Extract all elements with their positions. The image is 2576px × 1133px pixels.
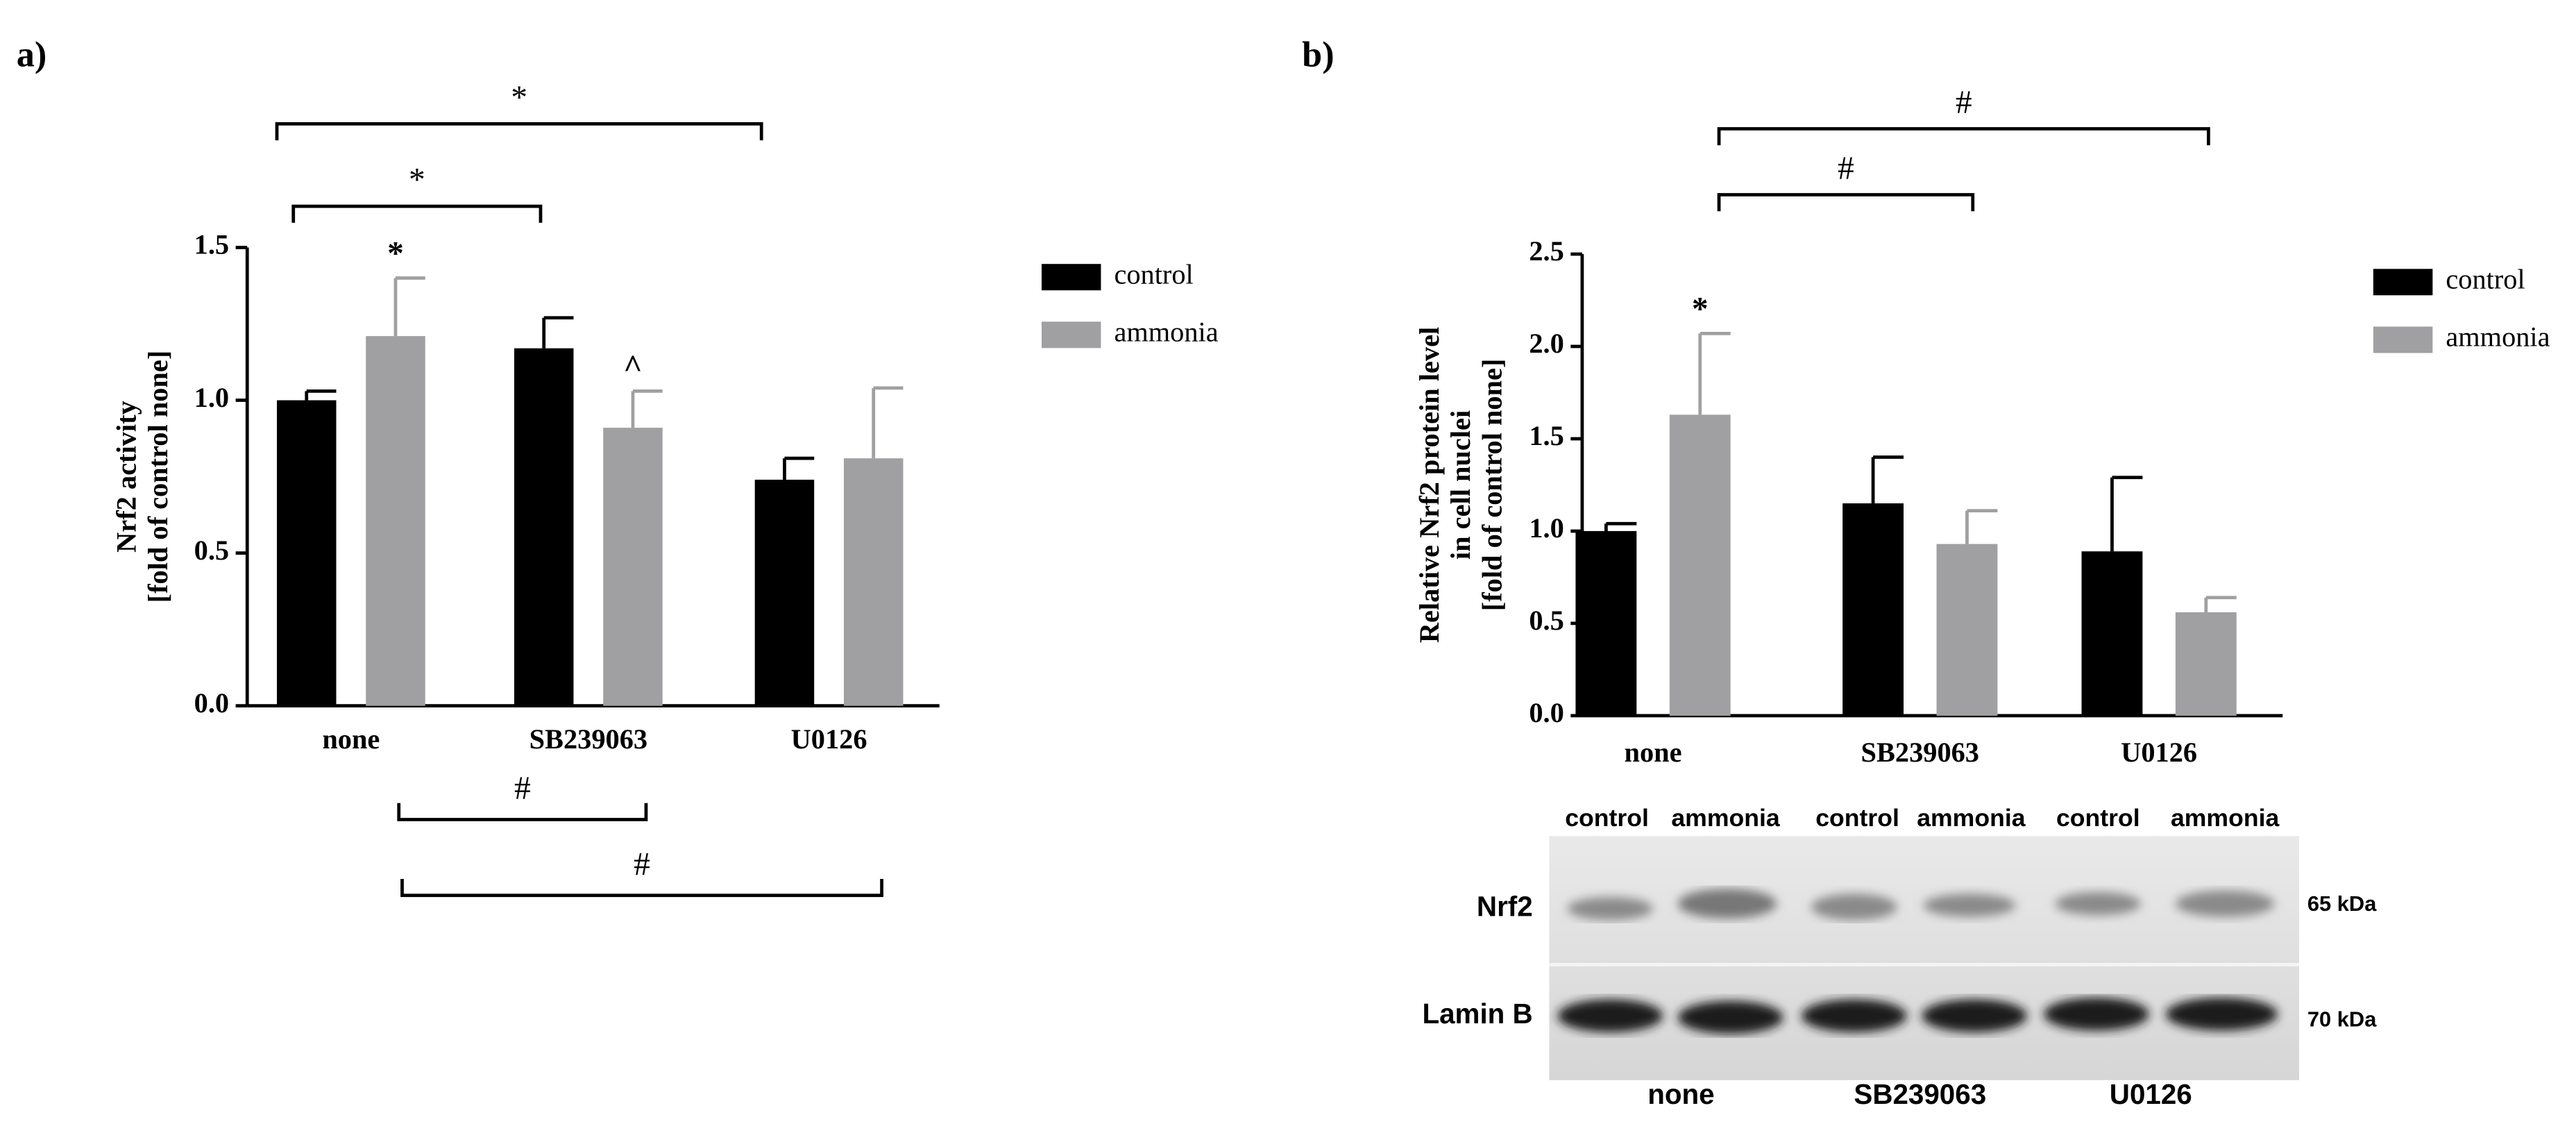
y-tick-label: 0.0: [1529, 697, 1564, 728]
significance-bracket: [397, 803, 648, 821]
group-label: none: [1647, 1078, 1714, 1110]
error-bar: [2204, 596, 2237, 612]
size-label: 65 kDa: [2307, 891, 2377, 916]
legend-label: ammonia: [2446, 321, 2550, 353]
y-tick-label: 1.5: [194, 229, 229, 260]
x-tick-label: U0126: [791, 723, 867, 755]
y-tick-label: 1.0: [194, 382, 229, 413]
y-axis-label: Nrf2 activity: [111, 401, 142, 553]
lane-label: ammonia: [1917, 804, 2026, 832]
legend-swatch: [2373, 269, 2433, 296]
group-label: U0126: [2110, 1078, 2192, 1110]
legend-swatch: [1041, 321, 1101, 349]
lane-label: control: [2056, 804, 2140, 832]
significance-mark: #: [634, 846, 650, 882]
significance-mark: #: [1956, 85, 1972, 121]
panel-label: a): [17, 34, 47, 74]
error-bar: [1965, 509, 1998, 544]
error-bar: [1604, 521, 1637, 531]
bar: [603, 428, 663, 706]
x-tick-label: SB239063: [529, 723, 647, 755]
row-label: Lamin B: [1422, 998, 1532, 1030]
legend-label: control: [1114, 258, 1193, 289]
significance-bracket: [291, 204, 543, 223]
significance-mark: #: [514, 771, 531, 807]
error-bar: [542, 316, 574, 349]
bar: [366, 336, 425, 706]
bar: [1669, 414, 1731, 716]
bar: [514, 348, 574, 706]
error-bar: [783, 456, 815, 480]
significance-bracket: [275, 121, 763, 141]
y-tick-label: 2.0: [1529, 328, 1564, 359]
error-bar: [872, 386, 904, 459]
bar: [276, 400, 337, 706]
bar: [754, 479, 815, 706]
x-tick-label: none: [1625, 737, 1682, 768]
y-tick-label: 0.5: [1529, 605, 1564, 636]
group-label: SB239063: [1854, 1078, 1986, 1110]
significance-bracket: [1717, 193, 1975, 212]
x-tick-label: U0126: [2121, 737, 2197, 768]
lane-label: control: [1565, 804, 1649, 832]
row-label: Nrf2: [1477, 890, 1533, 922]
error-bar: [2110, 476, 2143, 552]
x-tick-label: none: [322, 723, 380, 755]
y-axis-label: in cell nuclei: [1445, 410, 1476, 560]
lane-label: control: [1815, 804, 1899, 832]
size-label: 70 kDa: [2307, 1007, 2377, 1031]
y-tick-label: 2.5: [1529, 235, 1564, 267]
bar: [1575, 530, 1637, 716]
bar: [843, 458, 904, 706]
legend-label: control: [2446, 264, 2525, 295]
error-bar: [631, 389, 663, 428]
y-tick-label: 1.5: [1529, 420, 1564, 451]
y-axis-label: Relative Nrf2 protein level: [1414, 327, 1445, 643]
bar: [2081, 551, 2143, 716]
significance-mark: *: [511, 80, 527, 116]
significance-bracket: [400, 879, 883, 898]
bar: [1936, 544, 1998, 716]
y-tick-label: 1.0: [1529, 512, 1564, 544]
panel-label: b): [1302, 34, 1334, 74]
blot-image: [1549, 836, 2300, 1080]
significance-bracket: [1717, 127, 2210, 146]
significance-mark: ^: [623, 349, 643, 385]
bar: [2175, 612, 2237, 716]
error-bar: [1871, 455, 1904, 504]
significance-mark: #: [1838, 151, 1854, 187]
legend-swatch: [2373, 326, 2433, 353]
error-bar: [1698, 331, 1731, 415]
significance-mark: *: [387, 236, 404, 272]
error-bar: [393, 276, 425, 337]
y-tick-label: 0.5: [194, 535, 229, 566]
bar: [1842, 503, 1904, 716]
significance-mark: *: [409, 162, 425, 199]
y-tick-label: 0.0: [194, 687, 229, 719]
y-axis-label: [fold of control none]: [142, 351, 173, 603]
legend-swatch: [1041, 264, 1101, 291]
lane-label: ammonia: [1671, 804, 1781, 832]
lane-label: ammonia: [2171, 804, 2280, 832]
x-tick-label: SB239063: [1861, 737, 1979, 768]
legend-label: ammonia: [1114, 317, 1218, 348]
significance-mark: *: [1692, 291, 1709, 327]
error-bar: [305, 389, 337, 401]
y-axis-label: [fold of control none]: [1476, 359, 1507, 612]
